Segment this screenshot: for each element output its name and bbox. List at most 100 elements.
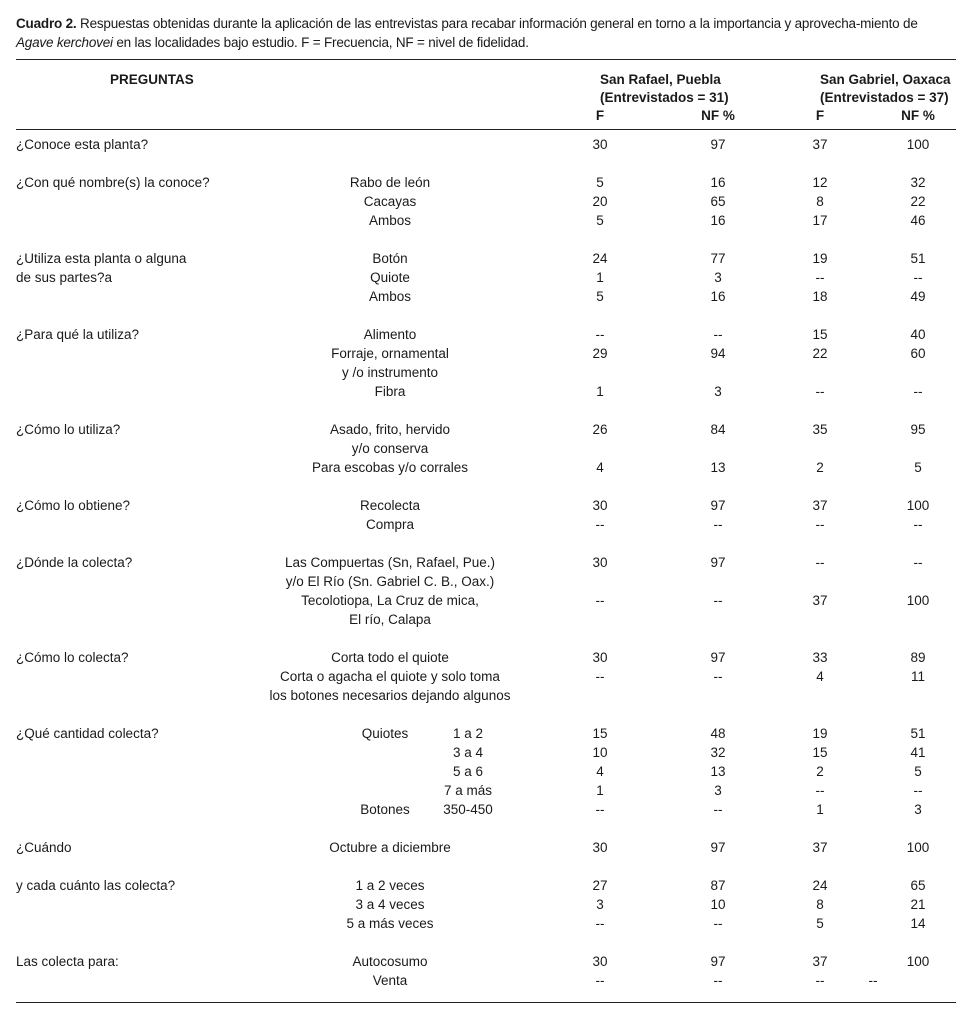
site1-f-cell: 30 xyxy=(592,137,608,152)
site1-nf-cell: 97 xyxy=(710,650,726,665)
option-cell: Corta todo el quiote xyxy=(331,650,449,665)
suboption-cell: 1 a 2 xyxy=(452,726,484,741)
table-body: ¿Conoce esta planta? 30 97 37 100 ¿Con qué no… xyxy=(0,135,961,990)
table-row: ¿Qué cantidad colecta? Quiotes 1 a 2 15 48 19… xyxy=(0,724,961,743)
option-cell: Recolecta xyxy=(359,498,421,513)
site1-f-cell: 30 xyxy=(592,954,608,969)
site1-f-cell: -- xyxy=(595,327,605,342)
site2-f-cell: -- xyxy=(815,517,825,532)
table-row: de sus partes?a Quiote 1 3 -- -- xyxy=(0,268,961,287)
caption-label: Cuadro 2. xyxy=(16,16,77,31)
site1-nf-cell: 10 xyxy=(710,897,726,912)
site2-nf-cell: 95 xyxy=(910,422,926,437)
suboption-cell: 350-450 xyxy=(443,802,493,817)
table-row: El río, Calapa xyxy=(0,610,961,629)
table-caption: Cuadro 2. Respuestas obtenidas durante l… xyxy=(16,14,956,52)
site1-f-cell: 30 xyxy=(592,555,608,570)
site2-f-cell: 22 xyxy=(812,346,828,361)
site1-f-cell: 20 xyxy=(592,194,608,209)
site2-f-cell: -- xyxy=(815,783,825,798)
site2-f-cell: 37 xyxy=(812,840,828,855)
caption-text-1: Respuestas obtenidas durante la aplicaci… xyxy=(76,16,918,31)
suboption-cell: 5 a 6 xyxy=(452,764,484,779)
site2-nf-cell: 14 xyxy=(910,916,926,931)
site2-f-cell: 18 xyxy=(812,289,828,304)
site1-f-cell: 5 xyxy=(596,213,604,228)
site1-f-cell: 27 xyxy=(592,878,608,893)
table-row: ¿Conoce esta planta? 30 97 37 100 xyxy=(0,135,961,154)
table-row: Fibra 1 3 -- -- xyxy=(0,382,961,401)
site1-nf-cell: 16 xyxy=(710,289,726,304)
option-cell: Las Compuertas (Sn, Rafael, Pue.) xyxy=(284,555,496,570)
question-cell: ¿Cómo lo obtiene? xyxy=(16,498,131,513)
header-site2: San Gabriel, Oaxaca xyxy=(820,72,951,87)
site1-nf-cell: 48 xyxy=(710,726,726,741)
header-preguntas: PREGUNTAS xyxy=(110,72,194,87)
site2-nf-cell: 49 xyxy=(910,289,926,304)
question-cell: ¿Cuándo xyxy=(16,840,72,855)
option-cell: Asado, frito, hervido xyxy=(329,422,451,437)
site2-nf-cell: 65 xyxy=(910,878,926,893)
question-cell: ¿Conoce esta planta? xyxy=(16,137,149,152)
table-row: ¿Cuándo Octubre a diciembre 30 97 37 100 xyxy=(0,838,961,857)
site2-f-cell: 2 xyxy=(816,460,824,475)
header-nf1: NF % xyxy=(701,108,735,123)
option-cell: Autocosumo xyxy=(352,954,428,969)
site2-f-cell: 17 xyxy=(812,213,828,228)
site1-nf-cell: -- xyxy=(713,916,723,931)
site1-nf-cell: 97 xyxy=(710,840,726,855)
site1-f-cell: -- xyxy=(595,973,605,988)
question-group: ¿Utiliza esta planta o alguna Botón 24 77 19… xyxy=(0,249,961,306)
top-rule xyxy=(16,59,956,60)
site1-nf-cell: 77 xyxy=(710,251,726,266)
site2-nf-cell: 100 xyxy=(906,954,930,969)
site2-f-cell: 33 xyxy=(812,650,828,665)
site2-f-cell: 37 xyxy=(812,954,828,969)
option-cell: y/o El Río (Sn. Gabriel C. B., Oax.) xyxy=(285,574,495,589)
table-row: ¿Para qué la utiliza? Alimento -- -- 15 40 xyxy=(0,325,961,344)
option-cell: Cacayas xyxy=(363,194,417,209)
caption-text-2: en las localidades bajo estudio. F = Fre… xyxy=(112,35,529,50)
site1-nf-cell: 65 xyxy=(710,194,726,209)
option-cell: Ambos xyxy=(368,289,412,304)
question-cell: Las colecta para: xyxy=(16,954,119,969)
site1-nf-cell: -- xyxy=(713,517,723,532)
header-site1-n: (Entrevistados = 31) xyxy=(600,90,729,105)
table-row: Ambos 5 16 17 46 xyxy=(0,211,961,230)
site2-f-cell: 15 xyxy=(812,327,828,342)
option-cell: Corta o agacha el quiote y solo toma xyxy=(280,669,500,684)
site1-f-cell: -- xyxy=(595,916,605,931)
site1-nf-cell: 84 xyxy=(710,422,726,437)
option-cell: Quiote xyxy=(370,270,410,285)
site2-nf-cell: 5 xyxy=(914,764,922,779)
site1-f-cell: 1 xyxy=(596,783,604,798)
table-row: Forraje, ornamental 29 94 22 60 xyxy=(0,344,961,363)
question-cell: ¿Qué cantidad colecta? xyxy=(16,726,159,741)
option-cell: y /o instrumento xyxy=(341,365,439,380)
site1-f-cell: -- xyxy=(595,517,605,532)
site2-f-cell: -- xyxy=(815,384,825,399)
option-cell: y/o conserva xyxy=(351,441,429,456)
site2-nf-cell: 60 xyxy=(910,346,926,361)
question-cell: ¿Cómo lo colecta? xyxy=(16,650,129,665)
site1-f-cell: 10 xyxy=(592,745,608,760)
question-cell: ¿Utiliza esta planta o alguna xyxy=(16,251,187,266)
site2-f-cell: 37 xyxy=(812,498,828,513)
site2-nf-cell: 32 xyxy=(910,175,926,190)
site2-nf-cell: 100 xyxy=(906,593,930,608)
site1-nf-cell: -- xyxy=(713,669,723,684)
option-cell: 5 a más veces xyxy=(346,916,434,931)
site1-nf-cell: 32 xyxy=(710,745,726,760)
site1-f-cell: -- xyxy=(595,802,605,817)
site1-nf-cell: 13 xyxy=(710,764,726,779)
site2-f-cell: 35 xyxy=(812,422,828,437)
header-nf2: NF % xyxy=(901,108,935,123)
table-row: Cacayas 20 65 8 22 xyxy=(0,192,961,211)
site2-nf-cell: 40 xyxy=(910,327,926,342)
table-row: 3 a 4 veces 3 10 8 21 xyxy=(0,895,961,914)
site2-nf-cell: 51 xyxy=(910,726,926,741)
site1-f-cell: 26 xyxy=(592,422,608,437)
site1-nf-cell: 16 xyxy=(710,175,726,190)
bottom-rule xyxy=(16,1002,956,1003)
site2-nf-cell: -- xyxy=(913,517,923,532)
